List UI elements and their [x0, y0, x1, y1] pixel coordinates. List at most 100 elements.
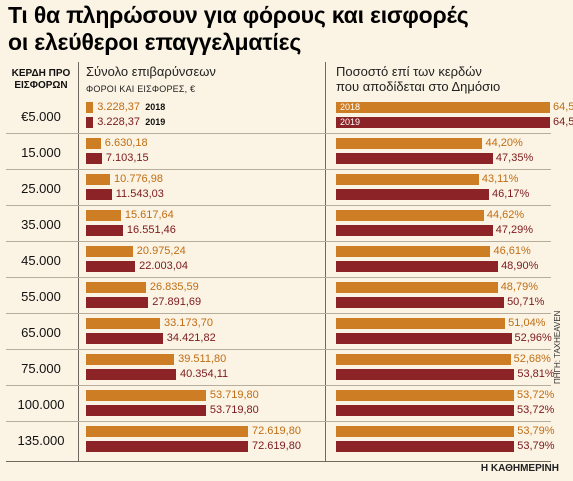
row-label: 45.000	[21, 253, 61, 268]
amount-bar	[86, 210, 121, 221]
amount-bar	[86, 333, 163, 344]
row-separator	[6, 385, 551, 386]
amount-label: 72.619,80	[252, 440, 301, 452]
percent-bar	[336, 225, 493, 236]
amount-label: 20.975,24	[136, 245, 186, 257]
row-separator	[6, 241, 551, 242]
amount-label: 16.551,46	[126, 224, 176, 236]
legend-year-in-bar: 2018	[340, 102, 361, 112]
amount-label: 72.619,80	[252, 425, 301, 437]
amount-bar	[86, 117, 94, 128]
percent-bar	[336, 282, 498, 293]
percent-label: 53,79%	[517, 425, 555, 437]
amount-label: 34.421,82	[166, 332, 216, 344]
row-header: ΚΕΡΔΗ ΠΡΟ ΕΙΣΦΟΡΩΝ	[8, 68, 74, 92]
percent-bar	[336, 441, 515, 452]
amount-bar	[86, 297, 149, 308]
row-label: 135.000	[17, 433, 65, 448]
percent-bar	[336, 390, 515, 401]
percent-label: 53,72%	[517, 404, 555, 416]
percent-label: 53,81%	[517, 368, 555, 380]
percent-bar	[336, 318, 506, 329]
amount-label: 11.543,03	[115, 188, 164, 200]
amount-label: 3.228,37	[97, 116, 141, 128]
amount-bar	[86, 426, 248, 437]
percent-label: 46,61%	[493, 245, 531, 257]
amount-bar	[86, 153, 102, 164]
title-line-1: Τι θα πληρώσουν για φόρους και εισφορές	[8, 2, 469, 28]
amount-bar	[86, 102, 94, 113]
right-title-line-1: Ποσοστό επί των κερδών	[336, 64, 482, 79]
percent-label: 48,79%	[500, 281, 538, 293]
percent-bar	[336, 405, 515, 416]
amount-label: 22.003,04	[139, 260, 189, 272]
amount-label: 27.891,69	[152, 296, 202, 308]
amount-label: 40.354,11	[180, 368, 229, 380]
percent-label: 51,04%	[508, 317, 546, 329]
percent-label: 44,20%	[485, 137, 523, 149]
percent-label: 50,71%	[507, 296, 545, 308]
chart-title: Τι θα πληρώσουν για φόρους και εισφορές …	[8, 2, 568, 56]
amount-bar	[86, 318, 160, 329]
divider-row-labels	[78, 62, 79, 462]
row-label: 55.000	[21, 289, 61, 304]
amount-label: 33.173,70	[164, 317, 213, 329]
row-label: 15.000	[21, 145, 61, 160]
amount-bar	[86, 369, 177, 380]
row-separator	[6, 277, 551, 278]
title-line-2: οι ελεύθεροι επαγγελματίες	[8, 29, 302, 55]
row-label: €5.000	[21, 109, 61, 124]
row-label: 100.000	[17, 397, 65, 412]
amount-bar	[86, 282, 146, 293]
row-label: 35.000	[21, 217, 61, 232]
amount-bar	[86, 246, 133, 257]
row-separator	[6, 421, 551, 422]
percent-label: 47,35%	[495, 152, 534, 164]
percent-label: 52,96%	[514, 332, 552, 344]
amount-label: 6.630,18	[104, 137, 148, 149]
percent-label: 53,79%	[517, 440, 555, 452]
right-column-title: Ποσοστό επί των κερδών που αποδίδεται στ…	[336, 64, 500, 94]
percent-label: 52,68%	[513, 353, 551, 365]
amount-bar	[86, 138, 101, 149]
row-header-line-1: ΚΕΡΔΗ ΠΡΟ	[11, 68, 71, 79]
percent-bar	[336, 426, 515, 437]
bottom-rule	[6, 461, 551, 462]
row-header-line-2: ΕΙΣΦΟΡΩΝ	[14, 80, 68, 91]
percent-label: 46,17%	[492, 188, 530, 200]
publisher-brand: Η ΚΑΘΗΜΕΡΙΝΗ	[480, 463, 559, 474]
amount-bar	[86, 189, 112, 200]
source-note: ΠΗΓΗ: TAXHEAVEN	[553, 310, 562, 384]
amount-bar	[86, 354, 175, 365]
legend-year: 2019	[145, 117, 166, 127]
divider-columns	[325, 62, 326, 462]
percent-bar: 2018	[336, 102, 550, 113]
percent-label: 48,90%	[501, 260, 539, 272]
row-separator	[6, 205, 551, 206]
percent-bar	[336, 246, 491, 257]
amount-bar	[86, 441, 248, 452]
percent-bar	[336, 261, 499, 272]
percent-bar	[336, 189, 490, 200]
percent-bar	[336, 138, 483, 149]
percent-bar	[336, 354, 511, 365]
amount-bar	[86, 405, 206, 416]
percent-bar	[336, 153, 493, 164]
row-label: 65.000	[21, 325, 61, 340]
right-title-line-2: που αποδίδεται στο Δημόσιο	[336, 79, 501, 94]
amount-bar	[86, 261, 136, 272]
row-separator	[6, 169, 551, 170]
percent-bar	[336, 174, 479, 185]
left-column-subtitle: ΦΟΡΟΙ ΚΑΙ ΕΙΣΦΟΡΕΣ, €	[86, 84, 196, 94]
percent-label: 44,62%	[486, 209, 525, 221]
row-label: 75.000	[21, 361, 61, 376]
percent-bar	[336, 369, 515, 380]
percent-bar	[336, 297, 505, 308]
amount-bar	[86, 390, 206, 401]
percent-bar	[336, 333, 512, 344]
amount-bar	[86, 225, 123, 236]
row-label: 25.000	[21, 181, 61, 196]
amount-label: 26.835,59	[149, 281, 199, 293]
percent-label: 43,11%	[481, 173, 519, 185]
amount-label: 53.719,80	[209, 404, 259, 416]
